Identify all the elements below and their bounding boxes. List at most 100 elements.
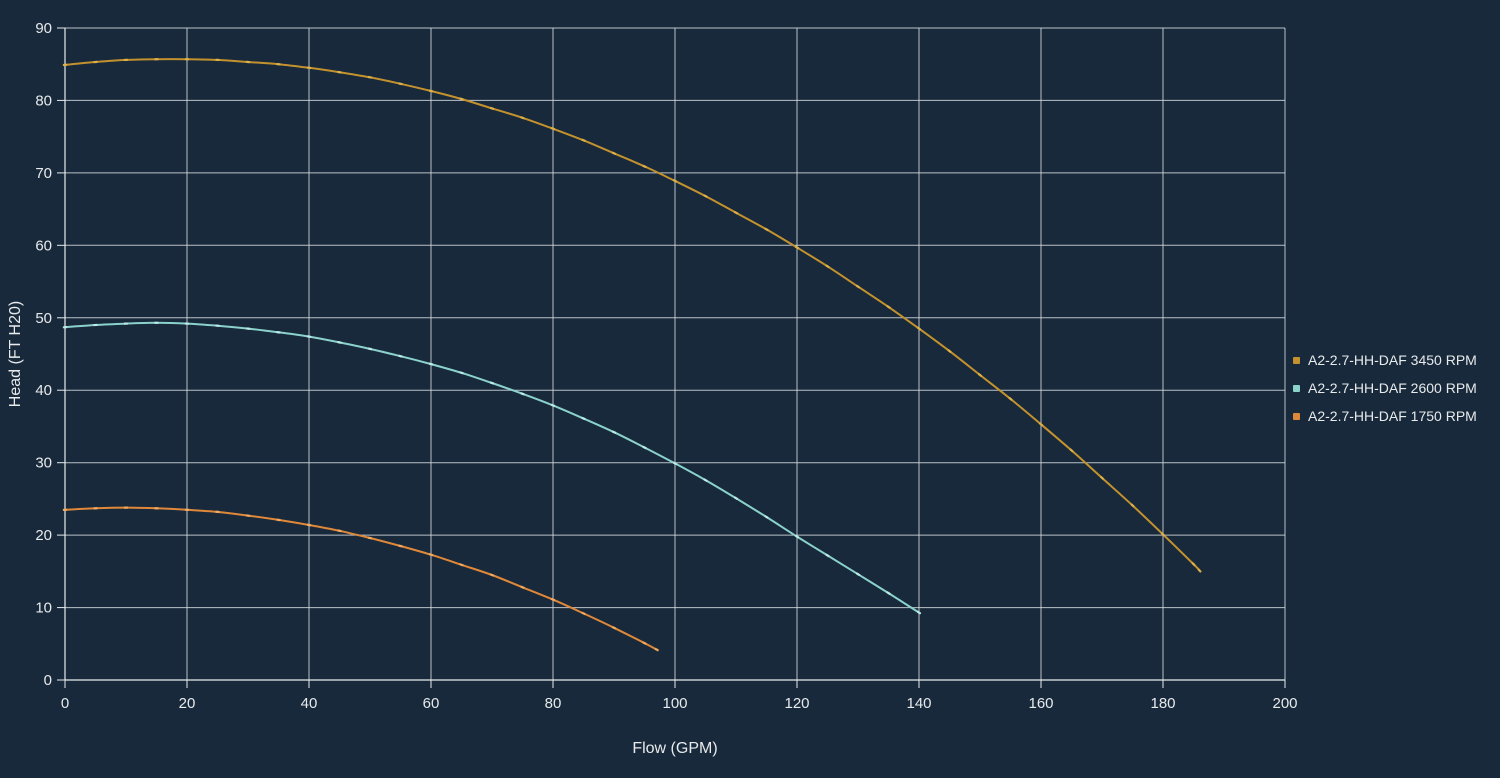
x-tick-label: 20	[179, 695, 196, 712]
data-point-marker	[764, 227, 769, 232]
data-point-marker	[764, 515, 769, 519]
data-point-marker	[733, 496, 739, 500]
x-axis-title: Flow (GPM)	[632, 740, 717, 757]
legend-item-3[interactable]: A2-2.7-HH-DAF 1750 RPM	[1293, 402, 1477, 430]
y-tick-label: 0	[44, 672, 52, 689]
data-point-marker	[367, 536, 373, 540]
data-point-marker	[459, 97, 464, 101]
data-point-marker	[245, 60, 251, 64]
data-point-marker	[123, 58, 129, 62]
data-point-marker	[123, 506, 129, 509]
legend-item-label: A2-2.7-HH-DAF 2600 RPM	[1308, 380, 1477, 396]
data-point-marker	[794, 534, 800, 539]
data-point-marker	[245, 514, 251, 517]
data-point-marker	[398, 544, 403, 548]
data-point-marker	[642, 164, 647, 169]
data-point-marker	[703, 478, 708, 482]
data-point-marker	[154, 321, 159, 324]
legend-item-1[interactable]: A2-2.7-HH-DAF 3450 RPM	[1293, 346, 1477, 374]
data-point-marker	[306, 523, 312, 527]
data-point-marker	[367, 347, 373, 351]
y-tick-label: 70	[35, 165, 52, 182]
data-point-marker	[654, 647, 659, 652]
y-tick-label: 40	[35, 382, 52, 399]
x-tick-label: 120	[784, 695, 809, 712]
data-point-marker	[886, 591, 891, 595]
data-point-marker	[489, 381, 495, 385]
y-tick-label: 80	[35, 92, 52, 109]
data-point-marker	[825, 264, 830, 269]
data-point-marker	[62, 326, 68, 329]
x-tick-label: 140	[906, 695, 931, 712]
data-point-marker	[672, 461, 678, 466]
gridlines	[64, 27, 1286, 681]
data-point-marker	[916, 326, 922, 331]
data-point-marker	[337, 341, 342, 344]
data-point-marker	[306, 66, 312, 70]
data-point-marker	[337, 70, 342, 74]
x-tick-label: 200	[1272, 695, 1297, 712]
data-point-marker	[611, 626, 617, 630]
legend: A2-2.7-HH-DAF 3450 RPM A2-2.7-HH-DAF 2600…	[1293, 346, 1477, 430]
data-point-marker	[215, 510, 220, 514]
y-tick-label: 50	[35, 310, 52, 327]
data-point-marker	[62, 63, 68, 67]
data-point-marker	[642, 445, 647, 450]
data-point-marker	[428, 362, 434, 366]
data-point-marker	[855, 284, 861, 289]
data-point-marker	[1160, 532, 1166, 537]
data-point-marker	[215, 324, 220, 327]
x-tick-label: 40	[301, 695, 318, 712]
y-tick-label: 90	[35, 20, 52, 37]
data-point-marker	[916, 610, 922, 615]
data-point-marker	[825, 553, 830, 558]
data-point-marker	[398, 354, 403, 358]
data-point-marker	[550, 403, 556, 408]
axes	[57, 27, 1286, 688]
data-point-marker	[428, 553, 434, 557]
data-point-marker	[154, 58, 159, 61]
data-point-marker	[428, 89, 434, 93]
tick-labels: 0 20 40 60 80 100 120 140 160 180 200 0 10 20 30 40 50 60…	[35, 20, 1297, 712]
data-point-marker	[276, 331, 281, 334]
legend-marker-icon	[1293, 356, 1300, 364]
data-point-marker	[123, 322, 129, 325]
data-point-marker	[276, 518, 281, 522]
data-point-marker	[520, 585, 525, 589]
data-point-marker	[398, 82, 403, 86]
x-tick-label: 100	[662, 695, 687, 712]
data-point-marker	[93, 323, 98, 327]
data-point-marker	[1008, 396, 1013, 401]
legend-item-2[interactable]: A2-2.7-HH-DAF 2600 RPM	[1293, 374, 1477, 402]
data-point-marker	[459, 371, 464, 375]
data-point-marker	[93, 507, 98, 510]
data-point-marker	[581, 416, 586, 421]
y-tick-label: 30	[35, 455, 52, 472]
data-point-marker	[977, 373, 983, 377]
legend-item-label: A2-2.7-HH-DAF 3450 RPM	[1308, 352, 1477, 368]
data-point-marker	[1099, 475, 1105, 480]
data-point-marker	[886, 305, 891, 309]
data-point-marker	[794, 245, 800, 250]
series-line	[64, 321, 920, 614]
x-tick-label: 60	[423, 695, 440, 712]
data-point-marker	[337, 529, 342, 533]
data-point-marker	[1197, 568, 1202, 573]
data-point-marker	[93, 60, 98, 64]
data-point-marker	[703, 194, 708, 198]
data-point-marker	[184, 508, 190, 511]
data-point-marker	[550, 597, 556, 602]
data-point-marker	[215, 58, 220, 62]
data-point-marker	[276, 62, 281, 66]
data-point-marker	[1038, 422, 1044, 427]
data-point-marker	[489, 106, 495, 110]
y-tick-label: 10	[35, 600, 52, 617]
x-tick-label: 180	[1150, 695, 1175, 712]
y-tick-label: 60	[35, 237, 52, 254]
series-2	[62, 321, 922, 615]
data-point-marker	[733, 210, 739, 215]
data-point-marker	[184, 322, 190, 325]
data-point-marker	[1130, 503, 1135, 508]
